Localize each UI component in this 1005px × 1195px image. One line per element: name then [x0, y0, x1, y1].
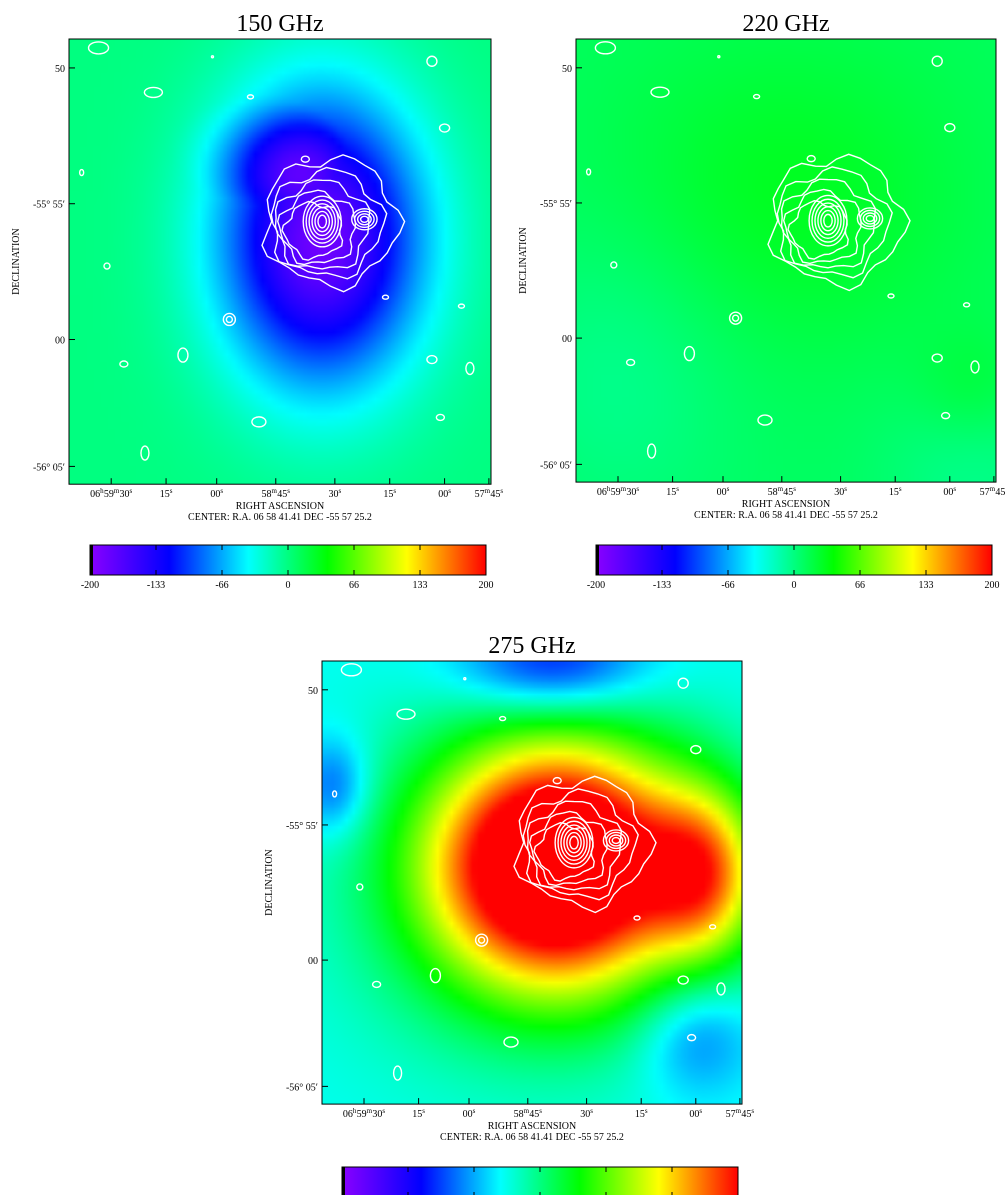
y-tick-label: -55° 55′	[286, 821, 318, 832]
x-axis-label: RIGHT ASCENSION	[236, 501, 324, 512]
x-tick-label: 15s	[889, 485, 902, 498]
center-coordinates: CENTER: R.A. 06 58 41.41 DEC -55 57 25.2	[440, 1132, 624, 1143]
y-tick-label: 00	[55, 336, 65, 347]
map-panel-3: 275 GHz 50 -55° 55′ 00 -56° 05′ DECLINATION 06…	[264, 633, 754, 1143]
y-tick-label: 00	[562, 334, 572, 345]
colorbar-tick-label: -66	[215, 580, 228, 591]
panel-title: 220 GHz	[742, 11, 829, 37]
x-tick-label: 15s	[666, 485, 679, 498]
x-tick-label: 58m 45s	[262, 487, 291, 500]
x-tick-label: 30s	[834, 485, 847, 498]
colorbar-tick-label: 133	[413, 580, 428, 591]
x-tick-label: 00s	[463, 1107, 476, 1120]
colorbar: -200 -133 -66 0 66 133 200	[587, 545, 1000, 591]
x-tick-label: 00s	[689, 1107, 702, 1120]
x-tick-label: 15s	[160, 487, 173, 500]
colorbar-tick-label: 200	[479, 580, 494, 591]
colorbar-tick-label: 0	[792, 580, 797, 591]
y-tick-label: -55° 55′	[33, 200, 65, 211]
x-tick-label: 30s	[580, 1107, 593, 1120]
x-tick-label: 57m 45s	[980, 485, 1005, 498]
x-tick-label: 15s	[635, 1107, 648, 1120]
x-axis-label: RIGHT ASCENSION	[742, 499, 830, 510]
colorbar-tick-label: 133	[919, 580, 934, 591]
colorbar-tick-label: -66	[721, 580, 734, 591]
y-tick-label: 50	[308, 686, 318, 697]
colorbar-tick-label: -133	[653, 580, 671, 591]
x-tick-label: 57m 45s	[475, 487, 504, 500]
y-tick-label: 50	[55, 64, 65, 75]
colorbar-tick-label: 200	[985, 580, 1000, 591]
y-axis-label: DECLINATION	[11, 228, 22, 295]
y-tick-label: 50	[562, 64, 572, 75]
y-tick-label: -55° 55′	[540, 199, 572, 210]
center-coordinates: CENTER: R.A. 06 58 41.41 DEC -55 57 25.2	[694, 510, 878, 521]
x-tick-label: 06h 59m 30s	[343, 1107, 385, 1120]
y-tick-label: -56° 05′	[33, 462, 65, 473]
map-panel-2: 220 GHz 50 -55° 55′ 00 -56° 05′ DECLINATION 06…	[518, 11, 1005, 521]
x-tick-label: 15s	[383, 487, 396, 500]
panel-title: 275 GHz	[488, 633, 575, 659]
colorbar-tick-label: 66	[349, 580, 359, 591]
y-axis-label: DECLINATION	[518, 227, 529, 294]
colorbar-tick-label: 66	[855, 580, 865, 591]
x-tick-label: 06h 59m 30s	[597, 485, 639, 498]
center-coordinates: CENTER: R.A. 06 58 41.41 DEC -55 57 25.2	[188, 512, 372, 523]
x-axis-label: RIGHT ASCENSION	[488, 1121, 576, 1132]
y-axis-label: DECLINATION	[264, 849, 275, 916]
colorbar-tick-label: -200	[587, 580, 605, 591]
x-tick-label: 30s	[328, 487, 341, 500]
x-tick-label: 06h 59m 30s	[90, 487, 132, 500]
x-tick-label: 15s	[412, 1107, 425, 1120]
y-tick-label: -56° 05′	[286, 1082, 318, 1093]
colorbar: -200 -133 -66 0 66 133 200	[81, 545, 494, 591]
x-tick-label: 00s	[943, 485, 956, 498]
x-tick-label: 58m 45s	[514, 1107, 543, 1120]
y-tick-label: 00	[308, 956, 318, 967]
x-tick-label: 00s	[210, 487, 223, 500]
map-panel-1: 150 GHz 50 -55° 55′ 00 -56° 05′ DECLINATION 06…	[11, 11, 503, 523]
colorbar-tick-label: 0	[286, 580, 291, 591]
x-tick-label: 00s	[717, 485, 730, 498]
colorbar-tick-label: -200	[81, 580, 99, 591]
x-tick-label: 57m 45s	[726, 1107, 755, 1120]
x-tick-label: 58m 45s	[768, 485, 797, 498]
y-tick-label: -56° 05′	[540, 460, 572, 471]
colorbar-tick-label: -133	[147, 580, 165, 591]
x-tick-label: 00s	[438, 487, 451, 500]
panel-title: 150 GHz	[236, 11, 323, 37]
